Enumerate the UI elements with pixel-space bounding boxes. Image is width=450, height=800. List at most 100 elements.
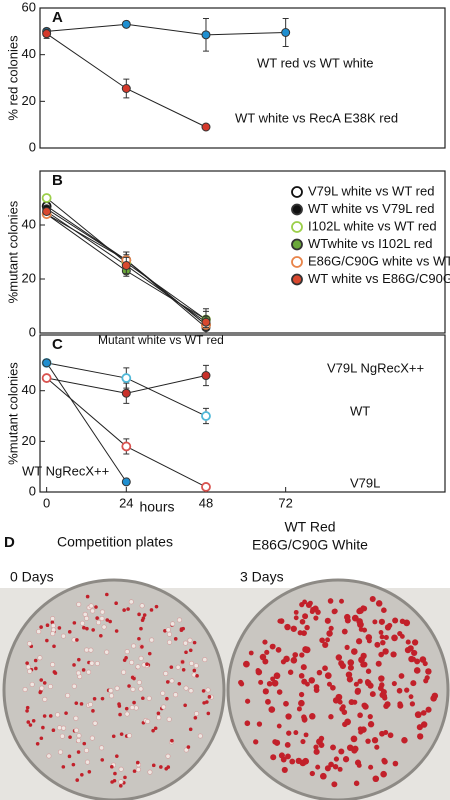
colony bbox=[387, 732, 394, 739]
colony bbox=[416, 724, 423, 731]
colony bbox=[286, 730, 292, 736]
colony bbox=[151, 763, 156, 768]
colony bbox=[256, 721, 263, 727]
colony bbox=[52, 670, 57, 674]
colony bbox=[408, 655, 415, 663]
colony bbox=[383, 730, 389, 735]
colony bbox=[411, 649, 418, 657]
colony bbox=[305, 601, 312, 609]
colony bbox=[414, 711, 422, 719]
colony bbox=[206, 711, 211, 716]
colony bbox=[94, 605, 98, 609]
colony bbox=[42, 696, 48, 702]
point bbox=[42, 29, 52, 39]
colony bbox=[25, 661, 29, 665]
colony bbox=[84, 647, 90, 653]
colony bbox=[48, 714, 53, 718]
colony bbox=[145, 662, 149, 667]
colony bbox=[303, 646, 311, 654]
colony bbox=[339, 662, 346, 670]
colony bbox=[365, 668, 372, 674]
colony bbox=[22, 687, 28, 693]
colony bbox=[180, 660, 185, 664]
colony bbox=[163, 671, 169, 677]
colony bbox=[367, 713, 373, 720]
legend-label: I102L white vs WT red bbox=[308, 218, 437, 233]
colony bbox=[39, 685, 45, 691]
colony bbox=[175, 664, 181, 670]
colony bbox=[332, 763, 339, 770]
point bbox=[201, 317, 211, 327]
colony bbox=[68, 735, 72, 739]
colony bbox=[377, 685, 384, 692]
colony bbox=[105, 618, 110, 622]
colony bbox=[184, 650, 188, 655]
panel-letter: D bbox=[4, 534, 15, 551]
colony bbox=[132, 769, 137, 773]
y-tick-label: 40 bbox=[22, 382, 36, 397]
colony bbox=[264, 649, 270, 655]
colony bbox=[399, 634, 405, 639]
colony bbox=[378, 618, 385, 625]
colony bbox=[140, 644, 144, 649]
colony bbox=[131, 643, 137, 649]
panel-letter: C bbox=[52, 336, 63, 353]
colony bbox=[163, 628, 167, 633]
colony bbox=[161, 704, 167, 710]
colony bbox=[420, 710, 427, 716]
series-label: WT white vs RecA E38K red bbox=[235, 110, 398, 125]
point bbox=[41, 373, 52, 383]
colony bbox=[38, 690, 43, 695]
colony bbox=[289, 758, 296, 765]
colony bbox=[276, 723, 282, 729]
colony bbox=[309, 770, 316, 777]
colony bbox=[137, 612, 141, 617]
colony bbox=[315, 764, 321, 770]
colony bbox=[330, 684, 336, 691]
panel-letter: A bbox=[52, 9, 63, 26]
colony bbox=[36, 629, 42, 635]
colony bbox=[205, 700, 209, 704]
series-label: V79L NgRecX++ bbox=[327, 360, 424, 375]
colony bbox=[369, 595, 376, 602]
colony bbox=[114, 629, 119, 633]
colony bbox=[188, 688, 194, 694]
colony bbox=[95, 616, 99, 620]
colony bbox=[405, 639, 411, 645]
colony bbox=[183, 703, 187, 708]
colony bbox=[85, 626, 89, 631]
colony bbox=[326, 681, 333, 687]
colony bbox=[82, 741, 87, 746]
colony bbox=[419, 656, 427, 663]
colony bbox=[192, 668, 197, 673]
colony bbox=[187, 637, 193, 643]
colony bbox=[335, 654, 343, 661]
legend-label: WT white vs V79L red bbox=[308, 201, 434, 216]
colony bbox=[84, 615, 90, 621]
y-axis-label: % red colonies bbox=[5, 35, 20, 121]
colony bbox=[101, 624, 107, 630]
colony bbox=[118, 779, 124, 785]
colony bbox=[135, 664, 141, 670]
colony bbox=[301, 678, 308, 685]
colony bbox=[50, 623, 56, 629]
colony bbox=[348, 699, 355, 706]
colony bbox=[121, 669, 127, 675]
colony bbox=[296, 706, 302, 712]
point bbox=[121, 388, 131, 398]
colony bbox=[382, 648, 389, 655]
colony bbox=[72, 663, 76, 667]
colony bbox=[179, 628, 184, 632]
colony bbox=[177, 682, 182, 686]
y-tick-label: 20 bbox=[22, 270, 36, 285]
colony bbox=[331, 608, 338, 615]
colony bbox=[60, 633, 66, 639]
colony bbox=[127, 684, 131, 688]
colony bbox=[357, 712, 363, 719]
colony bbox=[94, 660, 100, 666]
colony bbox=[100, 696, 105, 701]
colony bbox=[99, 616, 105, 622]
colony bbox=[89, 735, 95, 741]
colony bbox=[290, 656, 298, 664]
colony bbox=[270, 754, 277, 761]
